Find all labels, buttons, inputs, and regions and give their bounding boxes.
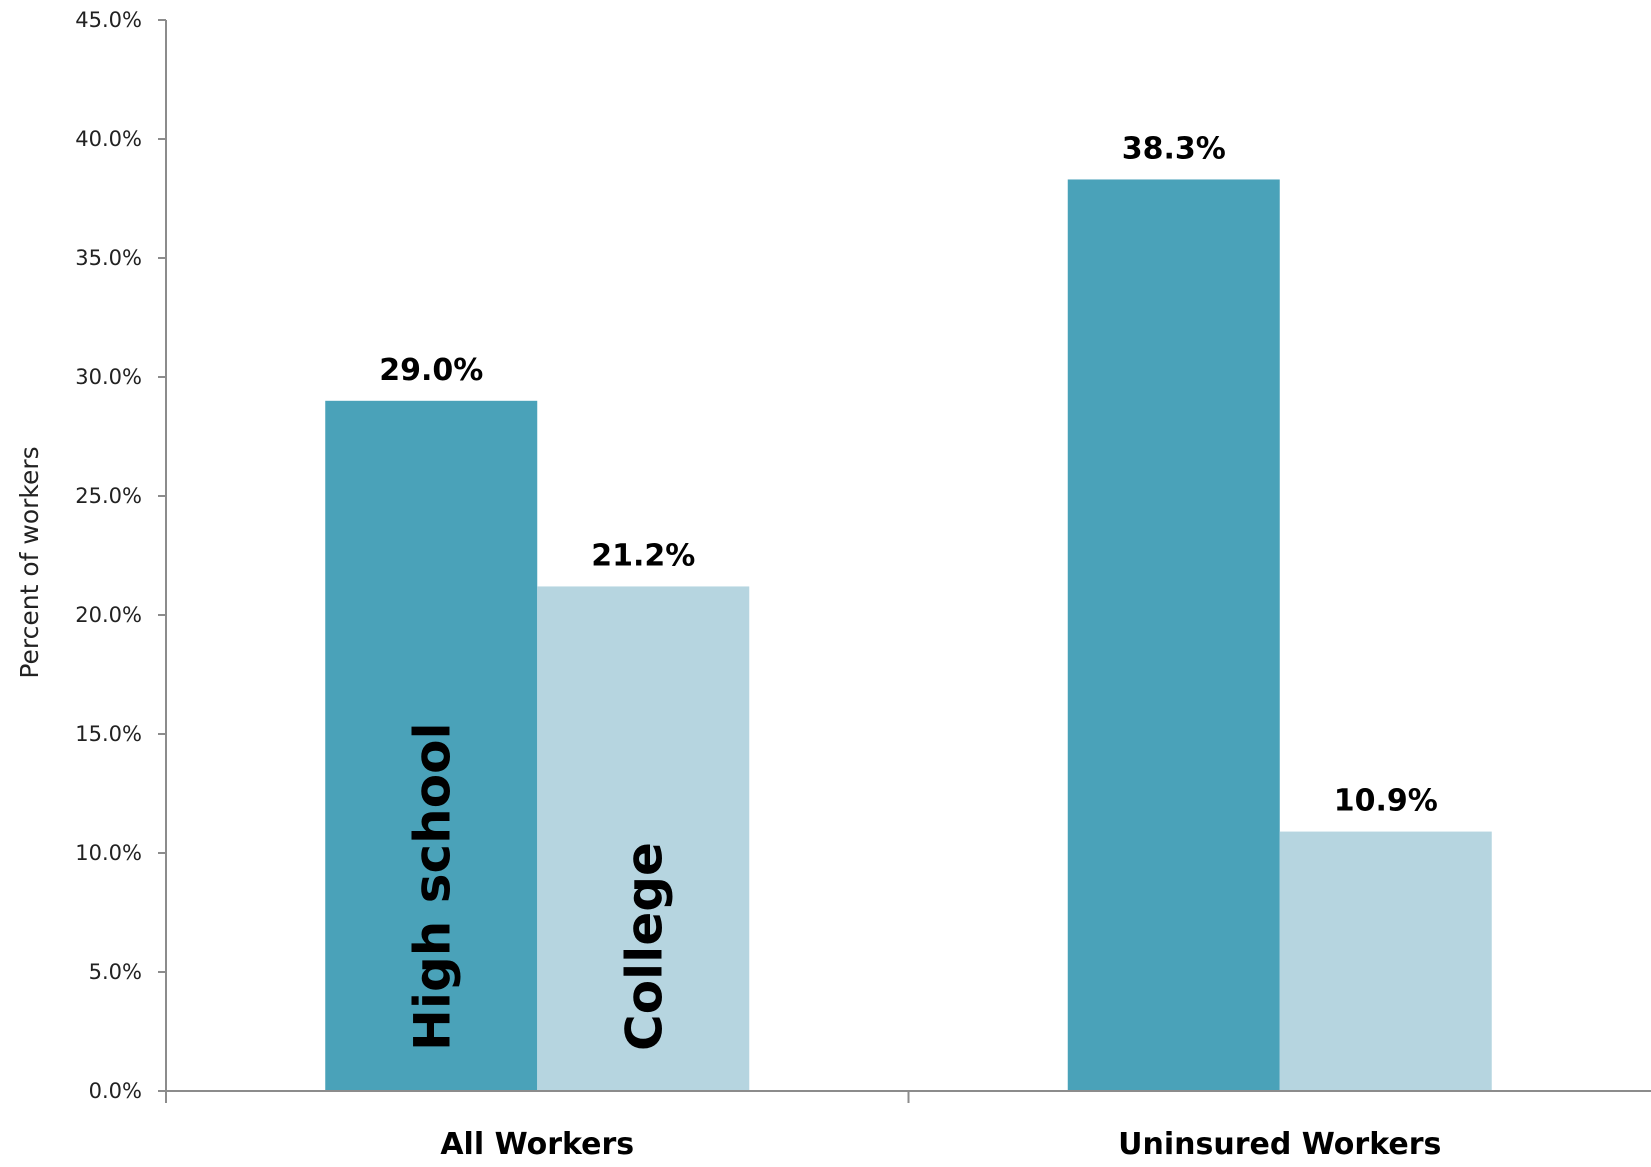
bar-value-label: 21.2% bbox=[591, 538, 695, 573]
series-name-label: College bbox=[615, 842, 673, 1051]
y-tick-label: 45.0% bbox=[75, 8, 142, 32]
bars bbox=[325, 179, 1492, 1091]
y-tick-label: 20.0% bbox=[75, 603, 142, 627]
bar bbox=[1067, 179, 1280, 1091]
series-labels: High school College bbox=[403, 722, 673, 1051]
bar bbox=[1279, 831, 1492, 1091]
y-tick-label: 30.0% bbox=[75, 365, 142, 389]
y-tick-label: 40.0% bbox=[75, 127, 142, 151]
y-tick-label: 15.0% bbox=[75, 722, 142, 746]
bar bbox=[537, 586, 750, 1091]
y-tick-label: 35.0% bbox=[75, 246, 142, 270]
series-name-label: High school bbox=[403, 722, 461, 1051]
data-labels: 29.0% 21.2% 38.3% 10.9% bbox=[379, 131, 1438, 818]
y-axis-title: Percent of workers bbox=[15, 446, 44, 678]
bar-value-label: 10.9% bbox=[1334, 784, 1438, 819]
y-tick-label: 0.0% bbox=[89, 1079, 142, 1103]
x-axis-ticks: All Workers Uninsured Workers bbox=[165, 1091, 1441, 1162]
bar bbox=[325, 400, 538, 1091]
x-category-label: All Workers bbox=[440, 1127, 634, 1162]
y-tick-label: 25.0% bbox=[75, 484, 142, 508]
x-category-label: Uninsured Workers bbox=[1118, 1127, 1441, 1162]
bar-value-label: 29.0% bbox=[379, 353, 483, 388]
y-tick-label: 10.0% bbox=[75, 841, 142, 865]
y-tick-label: 5.0% bbox=[89, 960, 142, 984]
bar-value-label: 38.3% bbox=[1122, 131, 1226, 166]
y-axis-ticks: 0.0% 5.0% 10.0% 15.0% 20.0% 25.0% 30.0% 35.0% 40… bbox=[75, 8, 166, 1103]
